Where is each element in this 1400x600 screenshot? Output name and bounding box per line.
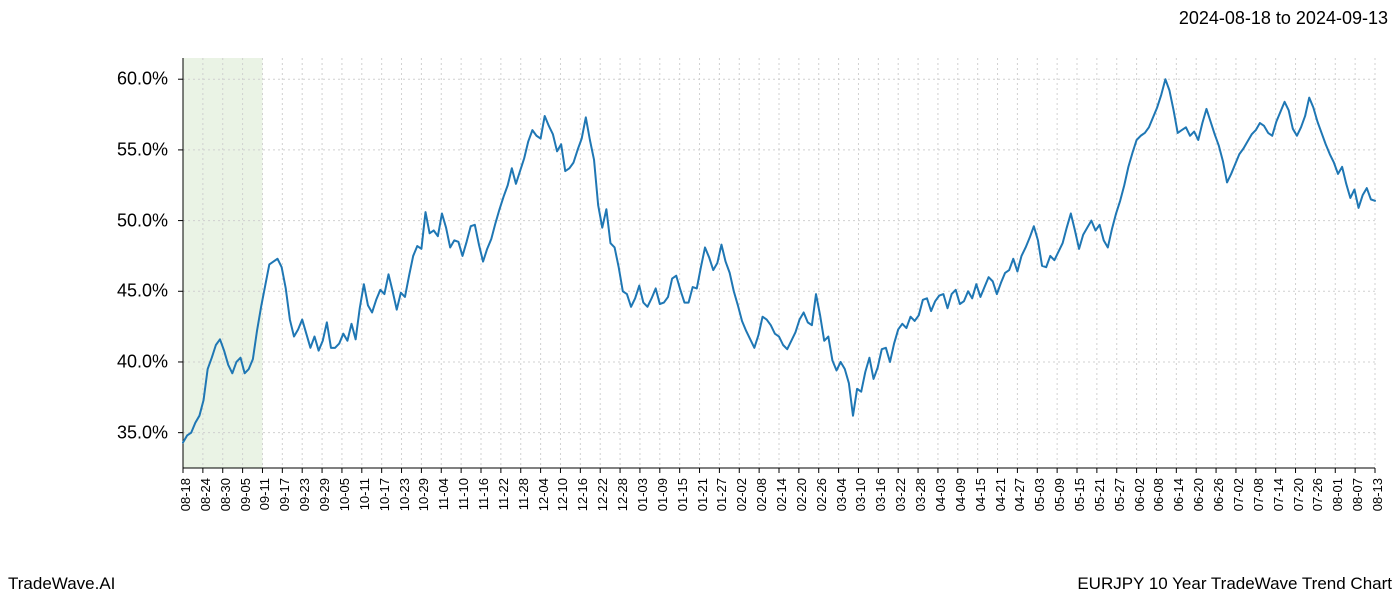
x-tick-label: 09-29	[317, 478, 332, 511]
x-tick-label: 08-01	[1330, 478, 1345, 511]
x-tick-label: 06-08	[1151, 478, 1166, 511]
x-tick-label: 07-26	[1310, 478, 1325, 511]
x-tick-label: 11-10	[456, 478, 471, 510]
x-tick-label: 03-22	[893, 478, 908, 511]
x-tick-label: 10-05	[337, 478, 352, 511]
chart-title-label: EURJPY 10 Year TradeWave Trend Chart	[1077, 574, 1392, 594]
x-tick-label: 03-16	[873, 478, 888, 511]
y-tick-label: 40.0%	[117, 351, 168, 372]
x-tick-label: 11-22	[496, 478, 511, 510]
x-tick-label: 07-20	[1291, 478, 1306, 511]
x-tick-label: 09-11	[257, 478, 272, 510]
x-tick-label: 06-20	[1191, 478, 1206, 511]
x-tick-label: 02-14	[774, 478, 789, 511]
x-tick-label: 07-08	[1251, 478, 1266, 511]
x-tick-label: 11-28	[516, 478, 531, 510]
x-tick-label: 04-21	[993, 478, 1008, 511]
x-tick-label: 02-02	[734, 478, 749, 511]
x-tick-label: 01-15	[675, 478, 690, 511]
x-tick-label: 09-23	[297, 478, 312, 511]
x-tick-label: 08-13	[1370, 478, 1385, 511]
x-tick-label: 03-10	[853, 478, 868, 511]
x-tick-label: 04-09	[953, 478, 968, 511]
x-tick-label: 01-21	[695, 478, 710, 511]
x-tick-label: 08-24	[198, 478, 213, 511]
x-tick-label: 05-15	[1072, 478, 1087, 511]
x-tick-label: 02-08	[754, 478, 769, 511]
y-tick-label: 50.0%	[117, 210, 168, 231]
x-tick-label: 09-17	[277, 478, 292, 511]
x-tick-label: 12-28	[615, 478, 630, 511]
x-tick-label: 11-16	[476, 478, 491, 510]
x-tick-label: 01-09	[655, 478, 670, 511]
x-tick-label: 10-11	[357, 478, 372, 510]
x-tick-label: 05-21	[1092, 478, 1107, 511]
x-tick-label: 04-03	[933, 478, 948, 511]
x-tick-label: 08-07	[1350, 478, 1365, 511]
x-tick-label: 04-15	[973, 478, 988, 511]
x-tick-label: 12-22	[595, 478, 610, 511]
y-tick-label: 55.0%	[117, 139, 168, 160]
x-tick-label: 01-03	[635, 478, 650, 511]
trend-chart	[175, 48, 1385, 478]
x-tick-label: 01-27	[714, 478, 729, 511]
x-tick-label: 10-23	[397, 478, 412, 511]
x-tick-label: 07-02	[1231, 478, 1246, 511]
x-tick-label: 12-16	[575, 478, 590, 511]
branding-label: TradeWave.AI	[8, 574, 115, 594]
x-tick-label: 08-30	[218, 478, 233, 511]
x-tick-label: 03-28	[913, 478, 928, 511]
x-tick-label: 03-04	[834, 478, 849, 511]
x-tick-label: 07-14	[1271, 478, 1286, 511]
x-tick-label: 02-26	[814, 478, 829, 511]
x-tick-label: 12-04	[536, 478, 551, 511]
x-tick-label: 10-17	[377, 478, 392, 511]
x-tick-label: 05-27	[1112, 478, 1127, 511]
x-tick-label: 06-02	[1132, 478, 1147, 511]
x-tick-label: 09-05	[238, 478, 253, 511]
x-tick-label: 10-29	[416, 478, 431, 511]
x-tick-label: 05-03	[1032, 478, 1047, 511]
x-tick-label: 08-18	[178, 478, 193, 511]
chart-svg	[175, 48, 1385, 478]
x-tick-label: 12-10	[555, 478, 570, 511]
y-tick-label: 35.0%	[117, 422, 168, 443]
x-tick-label: 06-14	[1171, 478, 1186, 511]
x-tick-label: 06-26	[1211, 478, 1226, 511]
date-range-label: 2024-08-18 to 2024-09-13	[1179, 8, 1388, 29]
x-tick-label: 05-09	[1052, 478, 1067, 511]
x-tick-label: 04-27	[1012, 478, 1027, 511]
x-tick-label: 02-20	[794, 478, 809, 511]
y-tick-label: 60.0%	[117, 69, 168, 90]
x-tick-label: 11-04	[436, 478, 451, 510]
y-tick-label: 45.0%	[117, 281, 168, 302]
